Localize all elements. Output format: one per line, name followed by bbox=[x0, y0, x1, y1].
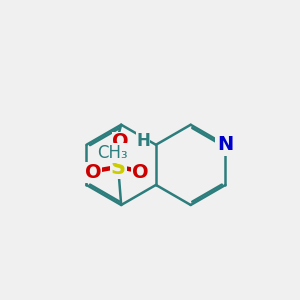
Text: CH₃: CH₃ bbox=[97, 144, 128, 162]
Text: O: O bbox=[112, 132, 129, 151]
Text: S: S bbox=[111, 158, 126, 178]
Text: O: O bbox=[132, 163, 149, 182]
Text: H: H bbox=[136, 132, 150, 150]
Text: N: N bbox=[217, 135, 234, 154]
Text: O: O bbox=[85, 163, 101, 182]
